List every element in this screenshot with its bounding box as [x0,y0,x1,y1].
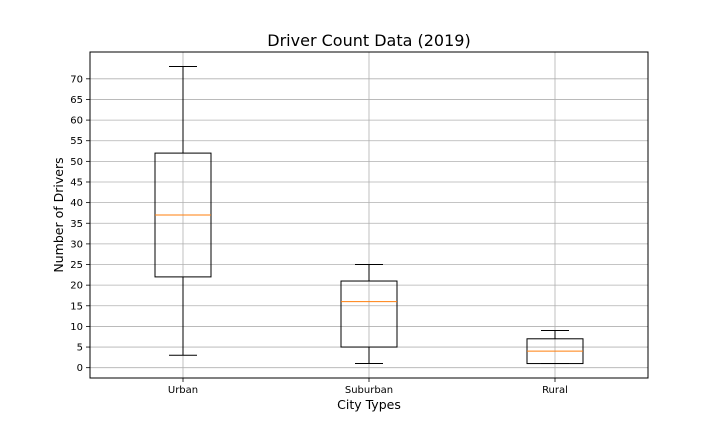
box-suburban [340,264,398,365]
y-tick-label: 70 [70,74,83,85]
y-axis-title: Number of Drivers [51,157,66,272]
box-plot-series [154,65,584,365]
y-tick-label: 25 [70,260,83,271]
x-tick-label: Urban [168,385,198,396]
y-tick-label: 15 [70,301,83,312]
axis-ticks: 0 5 10 15 20 25 30 35 40 45 50 55 60 65 70 Urban Suburba… [70,74,568,396]
x-tick-label: Rural [542,385,568,396]
y-tick-label: 0 [77,363,83,374]
y-tick-label: 65 [70,95,83,106]
iqr-box [340,280,398,348]
x-axis-title: City Types [337,397,401,412]
y-tick-label: 60 [70,116,83,127]
y-tick-label: 50 [70,157,83,168]
y-tick-label: 30 [70,239,83,250]
x-tick-label: Suburban [345,385,393,396]
y-tick-label: 20 [70,281,83,292]
y-tick-label: 55 [70,136,83,147]
box-rural [526,330,584,365]
y-tick-label: 10 [70,322,83,333]
y-tick-label: 45 [70,177,83,188]
y-tick-label: 5 [77,343,83,354]
chart-title: Driver Count Data (2019) [267,31,470,50]
box-urban [154,65,212,356]
y-tick-label: 40 [70,198,83,209]
y-tick-label: 35 [70,219,83,230]
